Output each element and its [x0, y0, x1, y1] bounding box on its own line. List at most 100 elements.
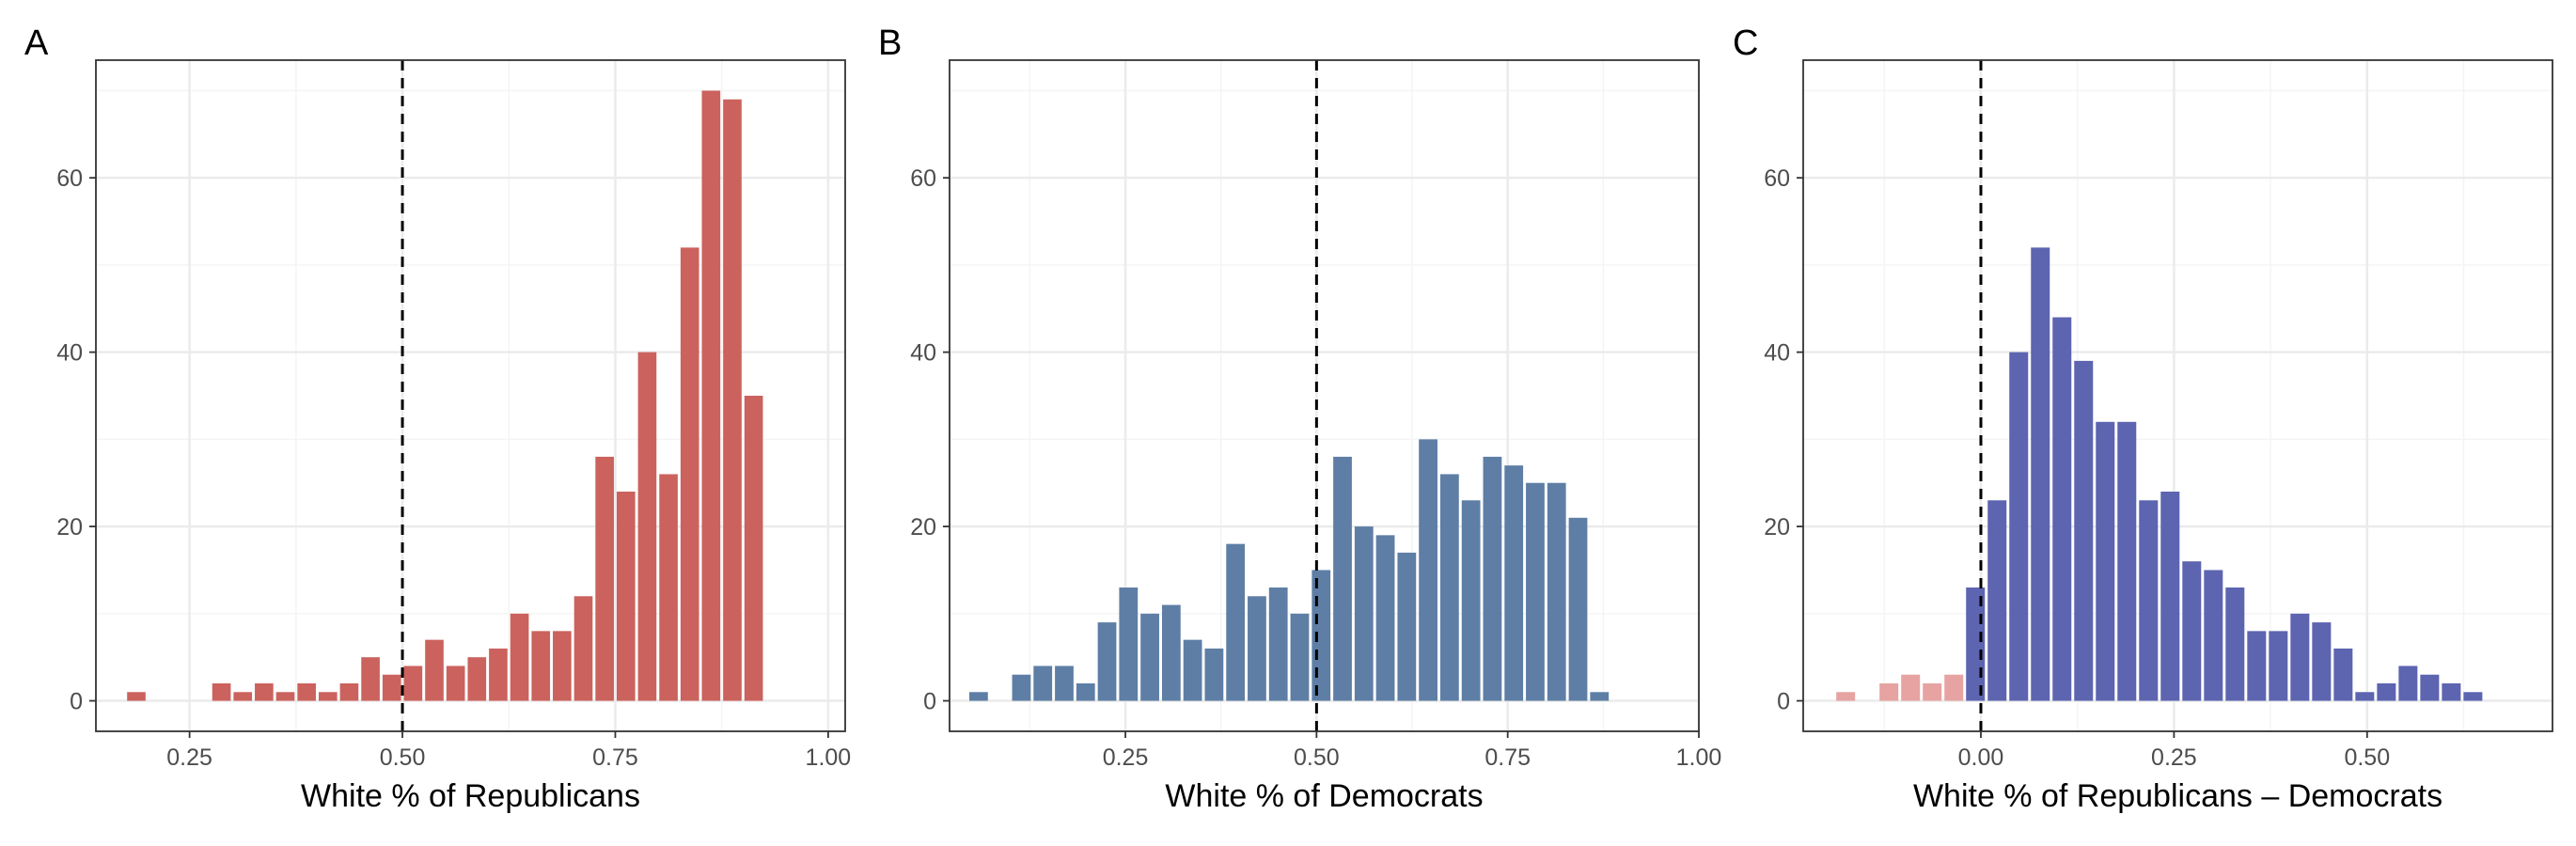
panel-b-bar-10	[1204, 648, 1224, 701]
x-tick-label: 1.00	[1676, 744, 1722, 771]
panel-c-bar-0	[1836, 692, 1856, 701]
panel-b-bar-1	[1012, 674, 1031, 701]
panel-label: A	[24, 24, 49, 63]
panel-c-bar-28	[2463, 692, 2483, 701]
panel-a-bar-23	[680, 247, 699, 701]
y-tick-label: 60	[56, 165, 83, 192]
panel-b-bar-28	[1590, 692, 1610, 701]
panel-b-bar-0	[969, 692, 988, 701]
panel-b-bar-23	[1483, 456, 1502, 701]
panel-b-bar-12	[1248, 596, 1266, 701]
y-tick-label: 20	[910, 514, 936, 540]
panel-label: B	[878, 24, 902, 63]
panel-c-bar-21	[2312, 622, 2332, 701]
panel-c-bar-27	[2442, 683, 2461, 701]
panel-a-bar-13	[467, 657, 487, 701]
panel-a-bar-16	[531, 631, 551, 701]
panel-b-bar-4	[1076, 683, 1095, 701]
panel-b-bar-9	[1183, 639, 1202, 701]
panel-c-bar-7	[2009, 352, 2029, 701]
panel-b-bar-19	[1397, 552, 1417, 701]
x-tick-label: 0.50	[1294, 744, 1340, 771]
panel-b-bar-21	[1439, 474, 1459, 701]
panel-b-bar-2	[1033, 666, 1053, 701]
panel-a-bar-10	[403, 666, 423, 701]
panel-b-bar-17	[1354, 526, 1374, 701]
panel-b-bar-20	[1419, 439, 1437, 701]
panel-b-bar-26	[1547, 482, 1566, 701]
x-tick-label: 1.00	[806, 744, 852, 771]
x-axis-title: White % of Democrats	[1165, 778, 1483, 814]
panel-b: 0.25 0.50 0.75 1.00 0 20 40 60 White % of Democr…	[878, 24, 1721, 814]
panel-border	[95, 59, 846, 732]
panel-a-bar-25	[723, 99, 742, 701]
panel-c-bar-10	[2074, 360, 2094, 701]
panel-b-bar-27	[1568, 517, 1588, 701]
panel-a-bar-8	[361, 657, 380, 701]
panel-b-bar-13	[1268, 588, 1288, 701]
y-tick-label: 60	[910, 165, 936, 192]
panel-b-bar-24	[1504, 465, 1524, 701]
y-tick-label: 0	[70, 689, 83, 715]
x-tick-label: 0.00	[1958, 744, 2004, 771]
panel-c-bar-2	[1901, 674, 1921, 701]
x-tick-label: 0.75	[1484, 744, 1531, 771]
panel-a-bar-2	[233, 692, 253, 701]
x-tick-label: 0.50	[2344, 744, 2390, 771]
y-tick-label: 40	[1764, 340, 1790, 367]
x-tick-label: 0.50	[380, 744, 426, 771]
panel-c: 0.00 0.25 0.50 0 20 40 60 White % of Republican…	[1733, 24, 2553, 814]
panel-c-bar-13	[2139, 500, 2159, 701]
panel-b-bar-3	[1055, 666, 1074, 701]
x-tick-label: 0.25	[166, 744, 212, 771]
panel-a-bar-14	[489, 648, 508, 701]
panel-b-bar-8	[1161, 604, 1181, 701]
y-tick-label: 0	[923, 689, 936, 715]
panel-a-bar-5	[297, 683, 316, 701]
panel-c-bar-26	[2420, 674, 2440, 701]
panel-b-bar-7	[1140, 613, 1159, 701]
panel-label: C	[1733, 24, 1758, 63]
panel-a-bar-11	[425, 639, 444, 701]
panel-a-bar-22	[659, 474, 678, 701]
panel-b-bar-18	[1375, 535, 1395, 701]
panel-c-bar-15	[2182, 561, 2202, 701]
panel-c-bar-6	[1987, 500, 2007, 701]
panel-a-bar-6	[318, 692, 338, 701]
x-tick-label: 0.25	[1103, 744, 1149, 771]
panel-b-bar-14	[1290, 613, 1310, 701]
panel-b-bar-16	[1333, 456, 1352, 701]
panel-a-bar-0	[127, 692, 146, 701]
y-tick-label: 20	[1764, 514, 1790, 540]
panel-c-bar-8	[2031, 247, 2050, 701]
panel-b-bar-25	[1526, 482, 1545, 701]
panel-c-bar-17	[2225, 588, 2245, 701]
y-tick-label: 40	[910, 340, 936, 367]
panel-a-bar-20	[616, 492, 636, 701]
y-tick-label: 60	[1764, 165, 1790, 192]
panel-c-bar-4	[1944, 674, 1964, 701]
panel-b-bar-22	[1461, 500, 1481, 701]
panel-c-bar-24	[2377, 683, 2396, 701]
panel-c-bar-22	[2333, 648, 2353, 701]
panel-b-bar-11	[1226, 543, 1246, 701]
x-axis-title: White % of Republicans – Democrats	[1913, 778, 2442, 814]
panel-border	[1802, 59, 2553, 732]
panel-a-bar-18	[573, 596, 593, 701]
panel-a-bar-19	[595, 456, 614, 701]
panel-a-bar-24	[701, 90, 721, 701]
panel-c-bar-18	[2247, 631, 2267, 701]
panel-a-bar-26	[744, 396, 763, 701]
panel-a-bar-1	[212, 683, 231, 701]
x-axis-title: White % of Republicans	[301, 778, 640, 814]
panel-a-bar-4	[275, 692, 295, 701]
panel-c-bar-25	[2398, 666, 2418, 701]
panel-border	[949, 59, 1700, 732]
panel-a-bar-15	[510, 613, 529, 701]
y-tick-label: 40	[56, 340, 83, 367]
panel-c-bar-14	[2160, 492, 2180, 701]
panel-c-bar-23	[2355, 692, 2375, 701]
panel-c-bar-3	[1923, 683, 1942, 701]
panel-a: 0.25 0.50 0.75 1.00 0 20 40 60 White % of Republ…	[24, 24, 851, 814]
